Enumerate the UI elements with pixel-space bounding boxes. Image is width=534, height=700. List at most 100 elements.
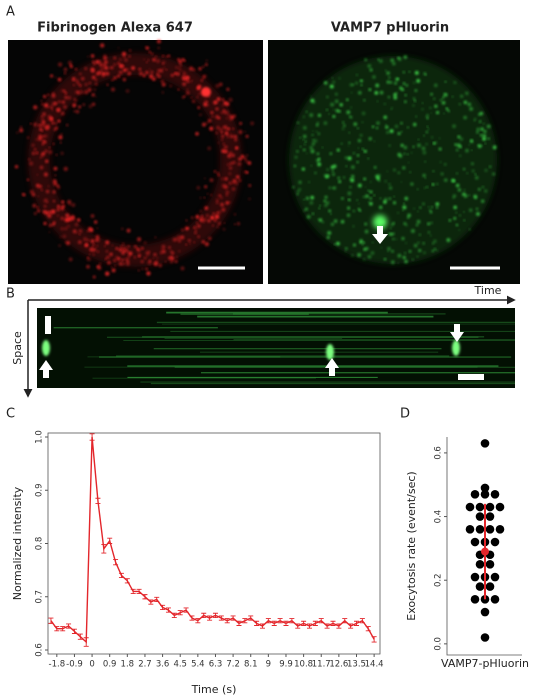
dot <box>207 119 212 123</box>
dot <box>40 115 43 117</box>
dot <box>361 121 364 123</box>
dot <box>463 219 466 222</box>
dot <box>483 123 485 125</box>
dot <box>321 146 324 149</box>
dot <box>316 158 320 163</box>
error-bar <box>118 572 124 579</box>
dot <box>347 191 352 196</box>
dot <box>65 213 70 218</box>
dot <box>412 104 415 107</box>
dot <box>73 97 76 100</box>
dot <box>384 197 388 202</box>
dot <box>215 115 219 119</box>
dot <box>436 111 439 114</box>
dot <box>481 186 484 189</box>
dot <box>489 165 492 168</box>
dot <box>352 152 355 155</box>
dot <box>204 99 208 103</box>
dot <box>391 249 394 253</box>
dot <box>93 62 96 66</box>
dot <box>367 64 372 68</box>
dot <box>104 65 109 71</box>
dot <box>58 135 63 140</box>
dot <box>426 125 429 128</box>
dot <box>119 58 122 62</box>
dot <box>152 257 155 260</box>
dot <box>305 140 307 143</box>
dot <box>220 111 223 114</box>
dot <box>338 180 341 183</box>
dot <box>480 127 484 131</box>
dot <box>100 43 105 48</box>
dot <box>62 204 65 208</box>
error-bar <box>113 559 119 566</box>
dot <box>484 168 488 172</box>
dot <box>312 100 316 104</box>
dot <box>128 251 133 256</box>
dot <box>40 189 43 191</box>
dot <box>411 229 415 233</box>
x-axis-label: Time (s) <box>191 683 237 696</box>
dot <box>162 62 164 65</box>
error-bar <box>83 637 89 647</box>
dot <box>305 207 308 211</box>
dot <box>481 199 485 203</box>
dot <box>430 221 433 224</box>
dot <box>201 87 211 97</box>
image-title: VAMP7 pHluorin <box>331 21 449 36</box>
dot <box>232 181 235 184</box>
dot <box>410 152 413 154</box>
dot <box>334 92 338 96</box>
dot <box>400 122 403 125</box>
error-bar <box>265 618 271 624</box>
dot <box>479 134 483 137</box>
dot <box>164 260 167 263</box>
dot <box>477 144 482 148</box>
dot <box>178 67 181 70</box>
dot <box>367 157 369 160</box>
glow <box>28 53 242 267</box>
dot <box>402 256 406 259</box>
dot <box>418 249 422 253</box>
dot <box>355 81 358 85</box>
dot <box>357 183 362 188</box>
dot <box>446 238 451 242</box>
dot <box>463 189 466 191</box>
error-bar <box>259 623 265 629</box>
x-tick-label: 11.7 <box>312 660 331 670</box>
dot <box>483 130 487 133</box>
dot <box>344 156 348 160</box>
dot <box>221 138 224 141</box>
dot <box>441 97 444 100</box>
dot <box>43 94 47 98</box>
dot <box>51 107 53 110</box>
dot <box>423 72 427 75</box>
dot <box>413 122 417 127</box>
error-bar <box>95 497 101 505</box>
dot <box>357 139 362 143</box>
dot <box>90 214 95 218</box>
dot <box>484 189 488 193</box>
dot <box>63 105 67 109</box>
dot <box>184 78 187 81</box>
dot <box>319 204 322 207</box>
dot <box>239 122 242 125</box>
dot <box>204 206 208 210</box>
dot <box>201 214 204 217</box>
dot <box>104 258 107 260</box>
dot <box>459 145 462 149</box>
dot <box>426 186 428 188</box>
dot <box>377 58 380 61</box>
scale-bar <box>45 316 51 334</box>
dot <box>211 115 214 118</box>
y-tick-label: 0.6 <box>434 446 444 460</box>
dot <box>443 112 445 115</box>
dot <box>104 245 106 247</box>
dot <box>436 249 438 252</box>
dot <box>365 246 369 251</box>
dot <box>386 80 390 84</box>
dot <box>229 162 233 165</box>
x-tick-label: 10.8 <box>294 660 313 670</box>
dot <box>36 173 39 176</box>
dot <box>68 257 73 262</box>
